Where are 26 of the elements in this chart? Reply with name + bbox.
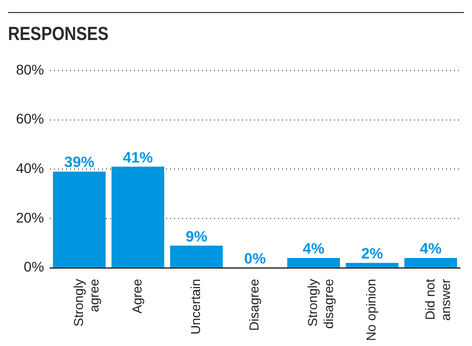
data-label: 0% <box>244 250 266 268</box>
bar <box>112 166 164 268</box>
data-label: 4% <box>420 240 442 258</box>
bar <box>52 172 106 268</box>
bar <box>170 246 223 268</box>
x-tick-label: Strongly disagree <box>305 278 336 329</box>
x-tick-label: Agree <box>129 278 144 314</box>
bar <box>287 258 340 268</box>
x-tick-label: Strongly agree <box>70 278 102 327</box>
x-tick-label: Disagree <box>246 278 262 331</box>
y-tick-label: 0% <box>24 258 44 275</box>
x-tick-label: Uncertain <box>188 278 204 334</box>
data-label: 39% <box>64 154 94 172</box>
bar <box>404 258 458 268</box>
x-tick-label: Did not answer <box>422 278 453 321</box>
data-label: 41% <box>122 149 153 166</box>
y-tick-label: 20% <box>16 209 44 226</box>
data-label: 2% <box>361 246 383 263</box>
x-tick-label: No opinion <box>364 278 379 341</box>
data-label: 9% <box>186 228 208 246</box>
y-tick-label: 80% <box>16 61 44 78</box>
y-tick-label: 60% <box>16 110 44 127</box>
data-label: 4% <box>302 240 324 258</box>
bar <box>346 262 399 268</box>
chart-title: RESPONSES <box>8 24 109 46</box>
y-tick-label: 40% <box>16 160 44 176</box>
